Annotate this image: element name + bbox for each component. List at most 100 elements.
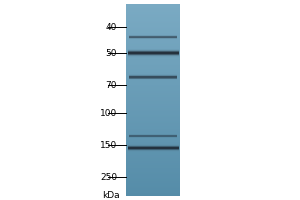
Bar — [128, 53, 178, 54]
Bar — [126, 115, 180, 116]
Bar — [126, 46, 180, 47]
Bar — [126, 179, 180, 180]
Bar — [126, 188, 180, 189]
Bar — [126, 124, 180, 125]
Bar — [126, 129, 180, 130]
Bar — [126, 93, 180, 94]
Bar — [126, 119, 180, 120]
Bar — [126, 140, 180, 141]
Bar — [126, 106, 180, 107]
Bar — [126, 26, 180, 27]
Bar — [126, 86, 180, 87]
Bar — [126, 89, 180, 90]
Bar — [126, 52, 180, 53]
Bar — [126, 113, 180, 114]
Bar — [126, 35, 180, 36]
Bar — [126, 161, 180, 162]
Bar — [126, 53, 180, 54]
Bar — [126, 77, 180, 78]
Bar — [126, 11, 180, 12]
Bar — [126, 83, 180, 84]
Bar — [126, 195, 180, 196]
Bar — [126, 33, 180, 34]
Bar — [126, 111, 180, 112]
Bar — [126, 23, 180, 24]
Bar — [126, 170, 180, 171]
Text: 70: 70 — [106, 81, 117, 90]
Text: kDa: kDa — [102, 191, 120, 200]
Bar — [126, 190, 180, 191]
Bar — [126, 184, 180, 185]
Bar — [126, 103, 180, 104]
Bar — [126, 15, 180, 16]
Bar — [126, 102, 180, 103]
Bar — [126, 17, 180, 18]
Bar — [126, 135, 180, 136]
Bar — [126, 130, 180, 131]
Bar — [126, 97, 180, 98]
Bar — [126, 151, 180, 152]
Bar — [126, 193, 180, 194]
Bar — [126, 166, 180, 167]
Bar — [126, 149, 180, 150]
Bar — [126, 74, 180, 75]
Bar — [126, 128, 180, 129]
Bar — [126, 120, 180, 121]
Bar — [126, 44, 180, 45]
Bar — [126, 61, 180, 62]
Text: 250: 250 — [100, 172, 117, 182]
Bar — [126, 150, 180, 151]
Bar — [126, 4, 180, 5]
Bar — [126, 136, 180, 137]
Bar — [126, 48, 180, 49]
Bar — [126, 123, 180, 124]
Bar — [126, 125, 180, 126]
Bar — [126, 153, 180, 154]
Bar — [126, 105, 180, 106]
Bar — [126, 21, 180, 22]
Bar — [126, 36, 180, 37]
Bar — [126, 156, 180, 157]
Bar — [126, 43, 180, 44]
Bar — [126, 163, 180, 164]
Bar — [128, 55, 178, 56]
Bar — [126, 79, 180, 80]
Bar — [126, 16, 180, 17]
Bar — [126, 41, 180, 42]
Bar — [126, 109, 180, 110]
Bar — [126, 168, 180, 169]
Bar — [126, 116, 180, 117]
Bar — [126, 100, 180, 101]
Bar — [126, 110, 180, 111]
Bar — [126, 174, 180, 175]
Text: 100: 100 — [100, 108, 117, 117]
Bar — [126, 85, 180, 86]
Bar — [126, 9, 180, 10]
Bar — [126, 126, 180, 127]
Bar — [126, 147, 180, 148]
Bar — [126, 28, 180, 29]
Bar — [126, 95, 180, 96]
Bar — [126, 34, 180, 35]
Bar — [126, 5, 180, 6]
Bar — [126, 154, 180, 155]
Bar — [126, 27, 180, 28]
Bar — [126, 164, 180, 165]
Bar — [126, 143, 180, 144]
Text: 50: 50 — [106, 48, 117, 58]
Bar — [126, 82, 180, 83]
Bar — [126, 162, 180, 163]
Bar — [126, 173, 180, 174]
Bar — [126, 176, 180, 177]
Bar — [126, 49, 180, 50]
Bar — [126, 165, 180, 166]
Bar — [126, 50, 180, 51]
Bar — [126, 138, 180, 139]
Bar — [126, 7, 180, 8]
Bar — [126, 141, 180, 142]
Bar — [126, 69, 180, 70]
Bar — [126, 30, 180, 31]
Bar — [126, 178, 180, 179]
Bar — [126, 112, 180, 113]
Bar — [126, 171, 180, 172]
